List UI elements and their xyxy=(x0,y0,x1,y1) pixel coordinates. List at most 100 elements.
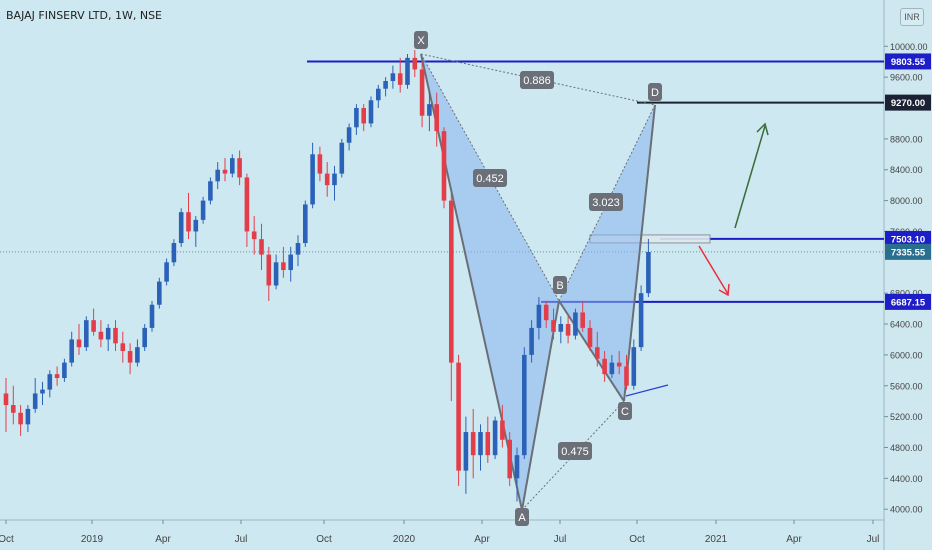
pattern-point-label: D xyxy=(651,87,659,99)
pattern-point-a: A xyxy=(515,508,529,526)
up-arrow-head xyxy=(756,122,769,136)
leg-ab xyxy=(521,300,560,511)
plot-area xyxy=(0,0,884,520)
pattern-point-label: B xyxy=(556,280,563,292)
candle-body xyxy=(18,412,23,425)
x-tick-label: Oct xyxy=(629,534,645,545)
candle-body xyxy=(514,455,520,479)
price-label: 6687.15 xyxy=(885,293,931,310)
candle-body xyxy=(47,374,53,390)
candle-body xyxy=(32,393,38,409)
x-tick-label: Jul xyxy=(867,534,880,545)
candle-body xyxy=(390,73,396,82)
candle-body xyxy=(456,362,461,471)
x-tick-label: Jul xyxy=(235,534,248,545)
pattern-point-label: C xyxy=(621,406,629,418)
y-tick-label: 4400.00 xyxy=(890,474,923,484)
down-arrow-shaft xyxy=(698,245,729,295)
candle-body xyxy=(244,177,250,232)
candle-body xyxy=(186,212,191,232)
ratio-text: 0.886 xyxy=(523,75,551,87)
candle-body xyxy=(105,327,111,340)
price-label: 9803.55 xyxy=(885,53,931,70)
candle-body xyxy=(273,262,279,286)
ratio-text: 0.475 xyxy=(561,446,589,458)
leg-cd xyxy=(623,104,656,402)
candle-body xyxy=(565,324,571,336)
pattern-point-d: D xyxy=(648,83,662,101)
candle-body xyxy=(449,200,454,363)
pattern-point-c: C xyxy=(618,402,632,420)
candle-body xyxy=(368,100,374,124)
price-label: 7335.55 xyxy=(885,243,931,260)
pattern-point-b: B xyxy=(553,276,567,294)
price-label-text: 6687.15 xyxy=(891,297,926,308)
price-axis xyxy=(884,0,932,550)
y-tick-label: 5200.00 xyxy=(890,412,923,422)
candle-body xyxy=(193,219,199,232)
y-tick-label: 10000.00 xyxy=(890,42,928,52)
candle-body xyxy=(412,57,418,70)
candle-body xyxy=(470,432,476,456)
candle-body xyxy=(500,420,505,440)
candle-body xyxy=(478,432,483,456)
candle-body xyxy=(69,339,74,363)
pattern-point-box xyxy=(414,31,428,49)
y-tick-label: 8800.00 xyxy=(890,134,923,144)
candle-body xyxy=(11,405,16,413)
x-tick-labels: Oct 2019 Apr Jul Oct 2020 Apr Jul Oct 2021 Apr Jul xyxy=(0,520,879,545)
y-tick-label: 6400.00 xyxy=(890,320,923,330)
pattern-point-box xyxy=(553,276,567,294)
down-arrow-head xyxy=(718,283,730,297)
candle-body xyxy=(178,212,184,244)
candle-body xyxy=(164,262,169,282)
candle-body xyxy=(200,200,206,220)
candle-body xyxy=(135,347,140,363)
candle-body xyxy=(113,327,118,344)
candle-body xyxy=(609,362,615,375)
price-label-box xyxy=(885,243,931,260)
candle-body xyxy=(602,358,607,375)
candle-body xyxy=(91,320,96,332)
candle-body xyxy=(142,327,147,348)
candle-body xyxy=(237,158,242,178)
x-tick-label: Apr xyxy=(786,534,802,545)
candle-body xyxy=(149,304,155,328)
candle-body xyxy=(595,347,600,359)
chart-title: BAJAJ FINSERV LTD, 1W, NSE xyxy=(6,9,163,22)
candle-body xyxy=(171,243,177,263)
candle-body xyxy=(76,339,82,348)
candle-body xyxy=(507,439,512,479)
ratio-box xyxy=(520,71,554,89)
price-label: 9270.00 xyxy=(885,94,931,111)
candle-body xyxy=(376,88,381,101)
candle-body xyxy=(120,343,126,352)
candle-body xyxy=(558,324,564,332)
candle-body xyxy=(288,254,293,271)
price-label-text: 9803.55 xyxy=(891,57,926,68)
candle-body xyxy=(419,69,425,116)
candle-body xyxy=(397,73,403,85)
candle-body xyxy=(463,432,469,471)
support-trendline xyxy=(625,384,669,397)
candle-body xyxy=(536,304,542,328)
candle-body xyxy=(3,393,9,406)
price-label: 7503.10 xyxy=(885,230,931,247)
candle-body xyxy=(332,173,337,186)
ratio-box xyxy=(473,169,507,187)
candle-body xyxy=(303,204,308,244)
candle-body xyxy=(324,173,330,186)
x-tick-label: 2020 xyxy=(393,534,416,545)
y-tick-label: 6800.00 xyxy=(890,289,923,299)
currency-badge[interactable]: INR xyxy=(900,8,924,26)
ratio-label: 3.023 xyxy=(589,193,623,211)
x-tick-label: Apr xyxy=(155,534,171,545)
candle-body xyxy=(215,169,220,182)
y-tick-label: 4000.00 xyxy=(890,505,923,515)
candle-body xyxy=(54,374,60,379)
candle-body xyxy=(631,347,637,386)
price-label-box xyxy=(885,53,931,70)
candle-body xyxy=(346,127,352,143)
price-label-box xyxy=(885,293,931,310)
